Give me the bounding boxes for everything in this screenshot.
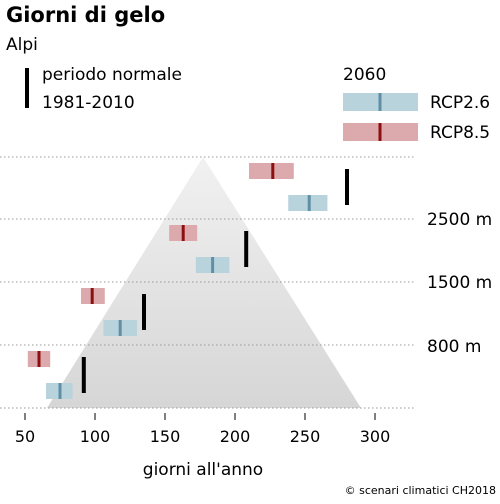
bands-layer <box>27 163 349 399</box>
band-3 <box>27 351 86 399</box>
source-credit: © scenari climatici CH2018 <box>345 484 496 497</box>
x-axis: 50 100 150 200 250 300 <box>15 413 390 446</box>
x-tick-label: 150 <box>150 427 181 446</box>
legend-normal-label-2: 1981-2010 <box>42 93 135 113</box>
x-tick-label: 100 <box>80 427 111 446</box>
chart-subtitle: Alpi <box>6 35 38 55</box>
legend-scenario-title: 2060 <box>343 65 386 85</box>
x-tick-label: 50 <box>15 427 35 446</box>
x-axis-label: giorni all'anno <box>143 460 263 480</box>
elevation-label: 1500 m <box>427 273 492 293</box>
chart-title: Giorni di gelo <box>6 3 165 27</box>
legend-rcp26-label: RCP2.6 <box>430 93 490 113</box>
elevation-labels: 2500 m 1500 m 800 m <box>427 210 492 357</box>
elevation-label: 800 m <box>427 337 481 357</box>
grid-layer <box>0 156 415 409</box>
band-0 <box>249 163 349 211</box>
x-tick-label: 300 <box>360 427 391 446</box>
band-1 <box>169 225 249 273</box>
legend-normal-label-1: periodo normale <box>42 65 182 85</box>
x-tick-label: 250 <box>290 427 321 446</box>
legend-rcp85-label: RCP8.5 <box>430 123 490 143</box>
x-tick-label: 200 <box>220 427 251 446</box>
band-2 <box>81 288 146 336</box>
elevation-label: 2500 m <box>427 210 492 230</box>
